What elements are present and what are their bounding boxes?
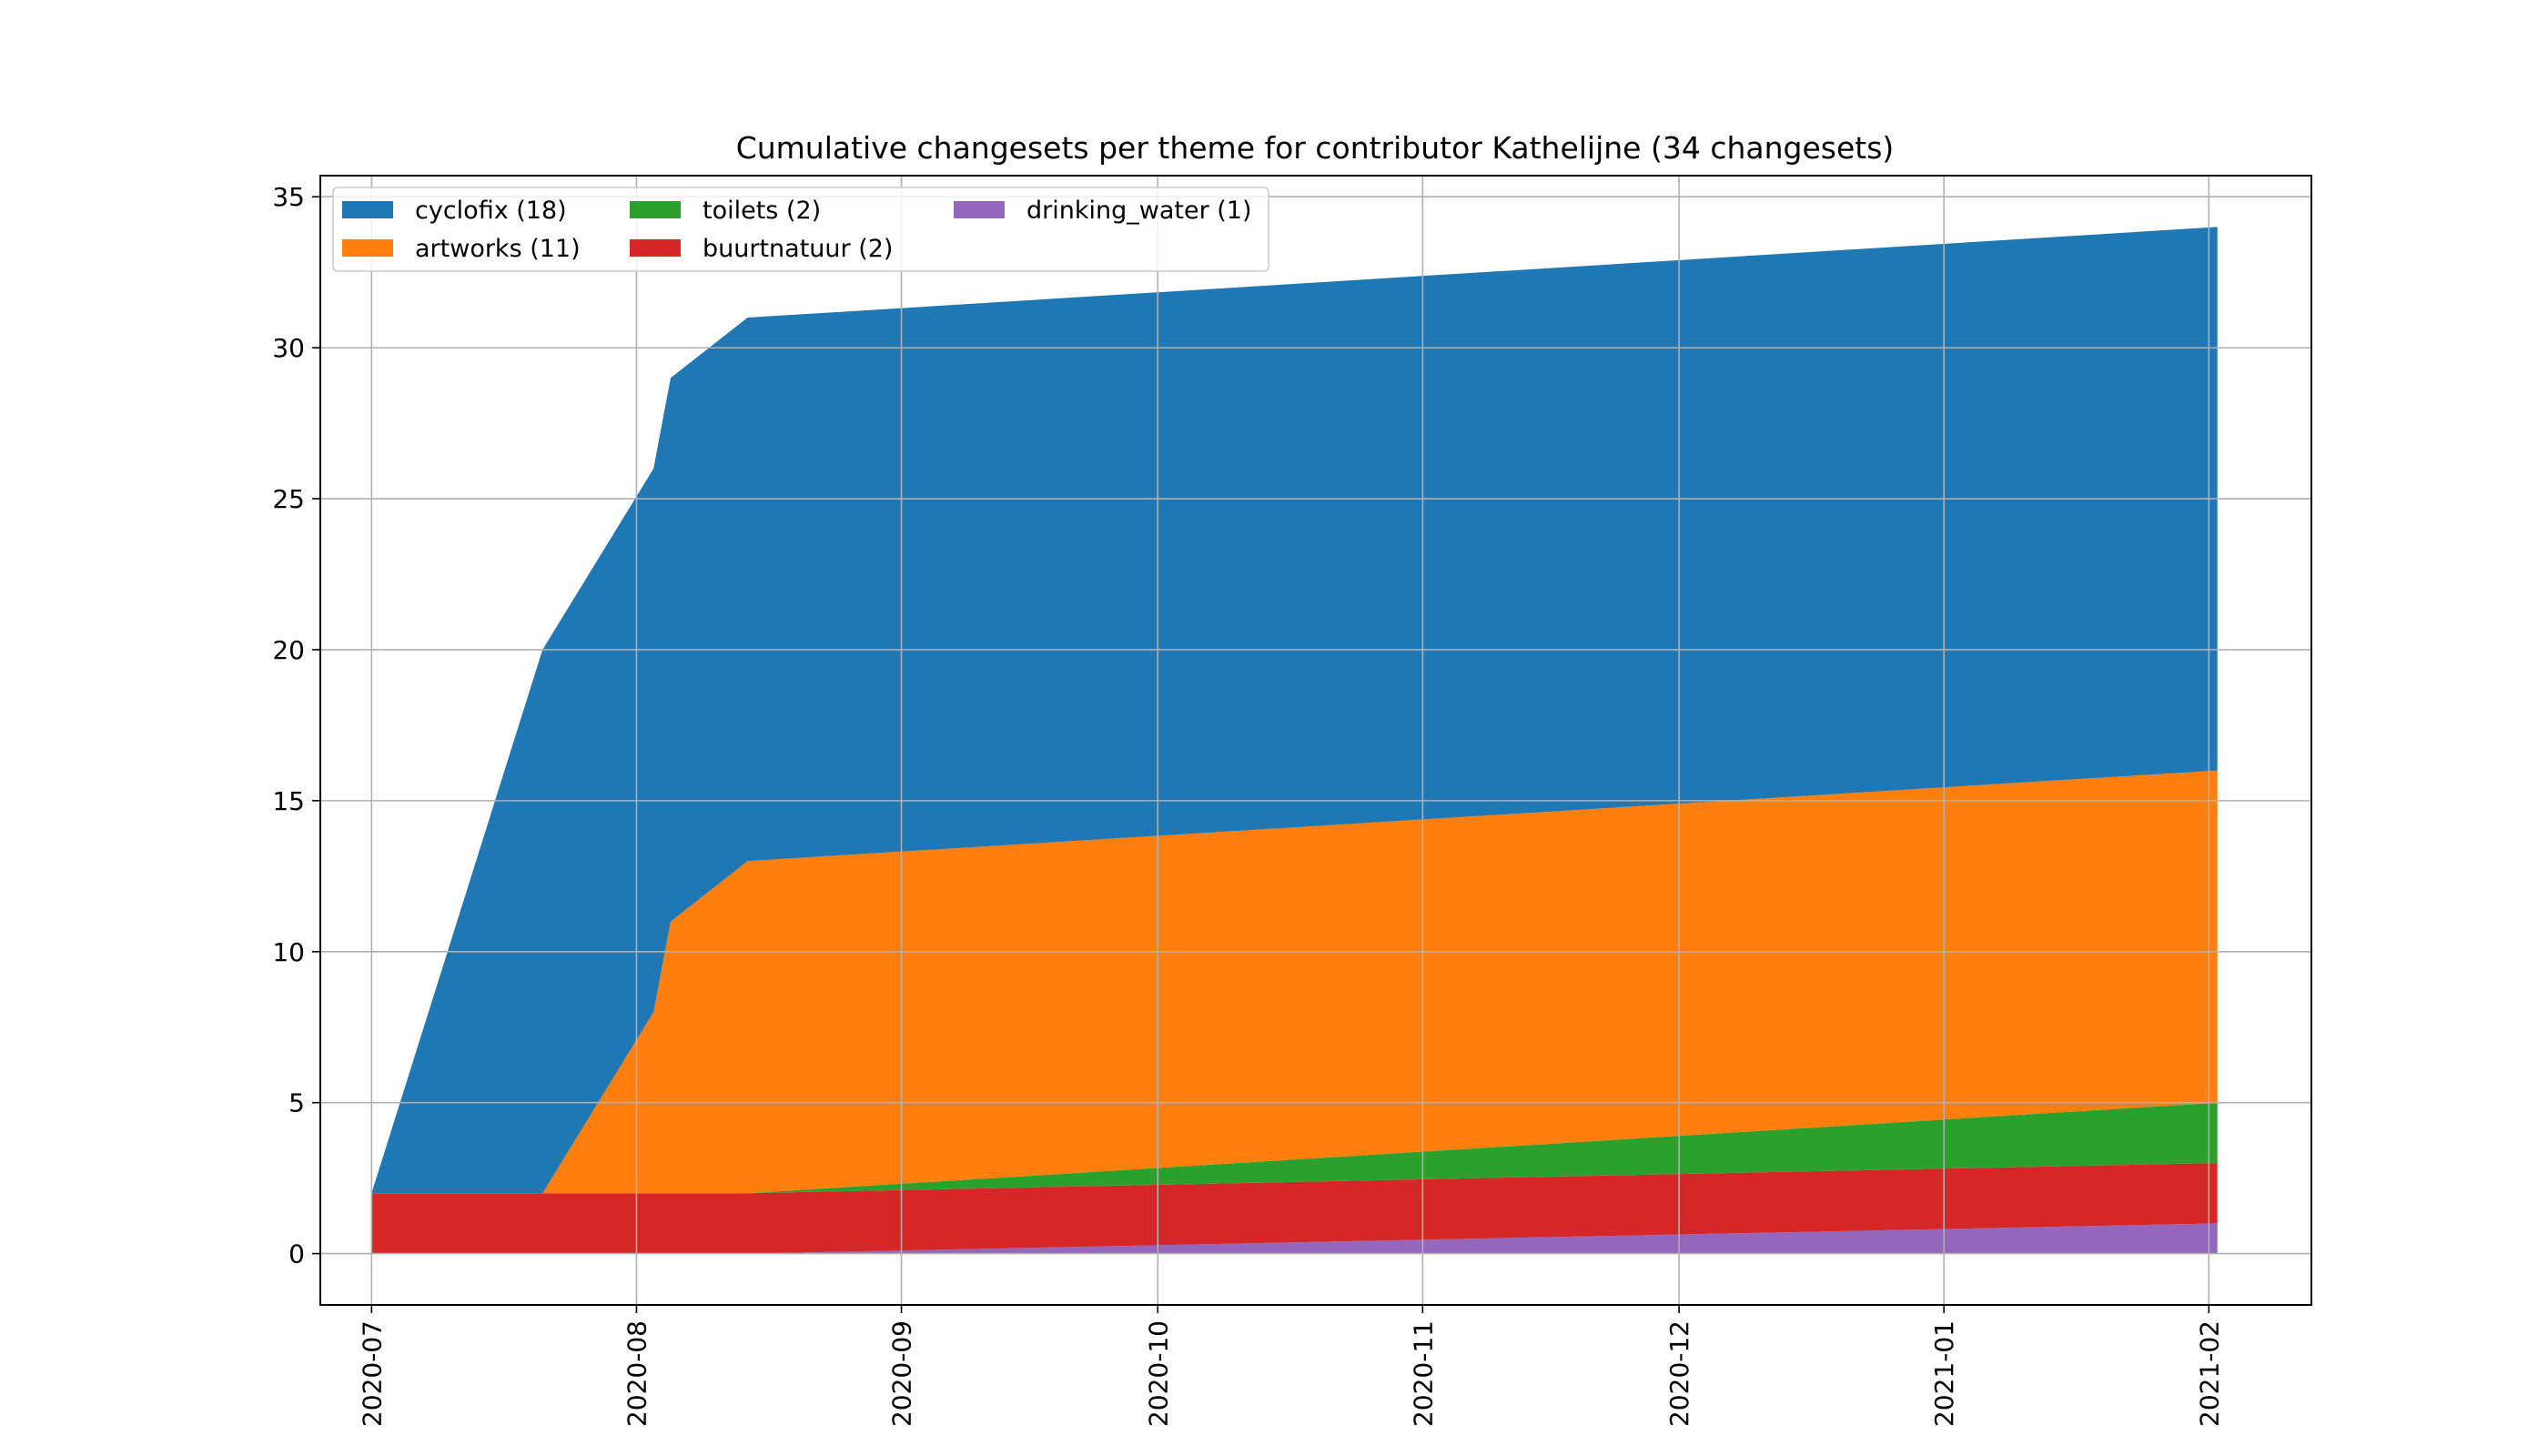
x-tick-label: 2020-10	[1143, 1320, 1173, 1427]
x-axis: 2020-07 2020-08 2020-09 2020-10 2020-11 2020-…	[357, 1305, 2224, 1427]
legend-swatch	[342, 239, 393, 257]
legend-swatch	[630, 239, 681, 257]
x-tick-label: 2020-07	[357, 1320, 387, 1427]
y-tick-label: 25	[272, 484, 305, 514]
y-tick-label: 30	[272, 333, 305, 363]
x-tick-label: 2020-11	[1408, 1320, 1438, 1427]
legend-item-drinking-water: drinking_water (1)	[954, 197, 1252, 225]
y-tick-label: 0	[288, 1239, 305, 1269]
legend: cyclofix (18) artworks (11) toilets (2) buu…	[332, 187, 1269, 272]
area-toilets	[371, 1102, 2218, 1194]
legend-swatch	[630, 201, 681, 218]
legend-swatch	[342, 201, 393, 218]
x-tick-label: 2020-08	[622, 1320, 652, 1427]
legend-swatch	[954, 201, 1005, 218]
y-tick-label: 15	[272, 786, 305, 816]
legend-box	[332, 187, 1269, 272]
y-tick-label: 20	[272, 635, 305, 665]
legend-item-buurtnatuur: buurtnatuur (2)	[630, 235, 893, 263]
area-layers	[371, 227, 2218, 1254]
x-tick-label: 2020-09	[887, 1320, 917, 1427]
area-cyclofix	[371, 227, 2218, 1194]
area-buurtnatuur	[371, 1163, 2218, 1254]
area-drinking-water	[371, 1223, 2218, 1254]
legend-item-toilets: toilets (2)	[630, 197, 821, 225]
y-tick-label: 5	[288, 1088, 305, 1118]
x-tick-label: 2020-12	[1664, 1320, 1694, 1427]
legend-label: cyclofix (18)	[415, 197, 567, 225]
legend-label: buurtnatuur (2)	[703, 235, 893, 263]
y-axis: 0 5 10 15 20 25 30 35	[272, 182, 320, 1269]
legend-item-artworks: artworks (11)	[342, 235, 581, 263]
legend-label: toilets (2)	[703, 197, 821, 225]
x-tick-label: 2021-02	[2194, 1320, 2224, 1427]
legend-label: drinking_water (1)	[1026, 197, 1252, 225]
area-artworks	[371, 770, 2218, 1194]
y-tick-label: 35	[272, 182, 305, 212]
x-tick-label: 2021-01	[1929, 1320, 1959, 1427]
legend-label: artworks (11)	[415, 235, 581, 263]
plot-frame	[319, 175, 2312, 1306]
legend-item-cyclofix: cyclofix (18)	[342, 197, 567, 225]
y-tick-label: 10	[272, 937, 305, 967]
chart-title: Cumulative changesets per theme for cont…	[736, 130, 1895, 166]
